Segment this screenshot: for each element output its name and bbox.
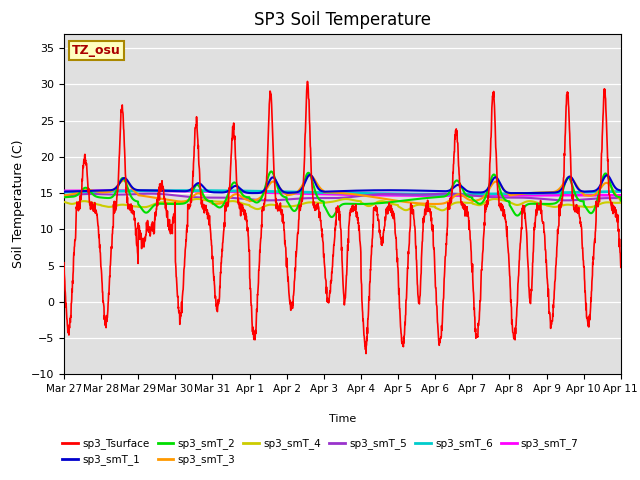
Text: Time: Time	[329, 414, 356, 424]
Legend: sp3_Tsurface, sp3_smT_1, sp3_smT_2, sp3_smT_3, sp3_smT_4, sp3_smT_5, sp3_smT_6, : sp3_Tsurface, sp3_smT_1, sp3_smT_2, sp3_…	[58, 434, 583, 469]
Y-axis label: Soil Temperature (C): Soil Temperature (C)	[12, 140, 26, 268]
Text: TZ_osu: TZ_osu	[72, 44, 121, 57]
Title: SP3 Soil Temperature: SP3 Soil Temperature	[254, 11, 431, 29]
